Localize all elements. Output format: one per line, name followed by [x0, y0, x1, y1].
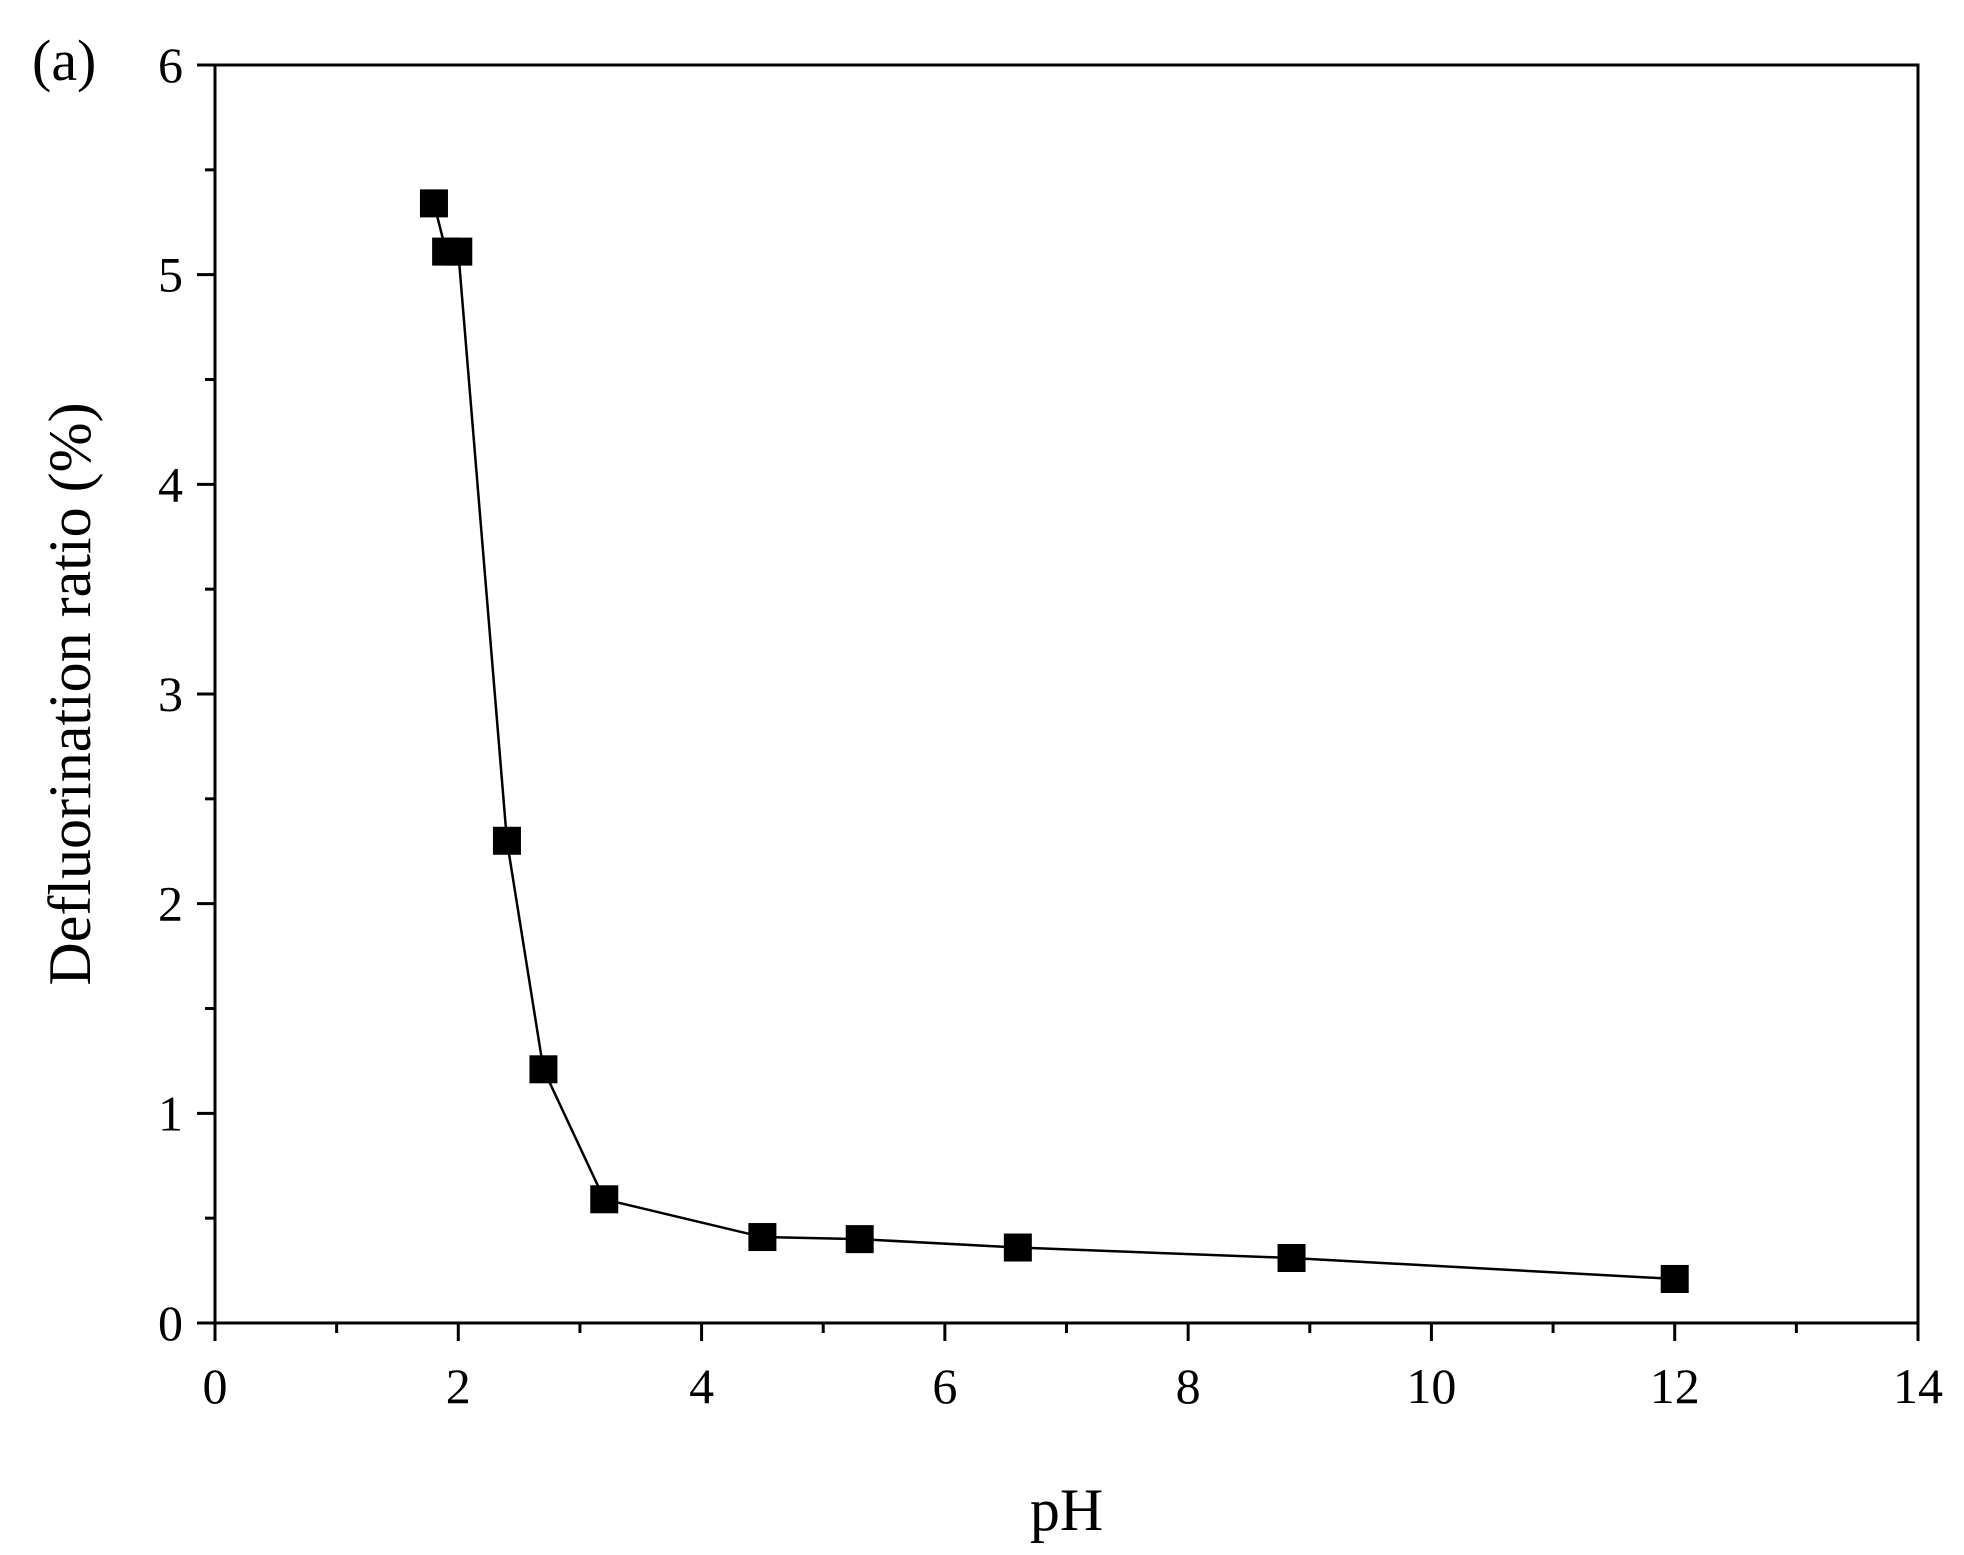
data-series: [419, 189, 1689, 1293]
data-point: [845, 1225, 874, 1254]
x-tick-label: 8: [1176, 1358, 1201, 1414]
y-tick-label: 2: [158, 876, 183, 932]
x-axis-label: pH: [1030, 1477, 1103, 1543]
data-point: [1660, 1264, 1689, 1293]
data-point: [590, 1185, 619, 1214]
y-tick-label: 5: [158, 247, 183, 303]
x-tick-label: 0: [203, 1358, 228, 1414]
y-tick-label: 6: [158, 37, 183, 93]
data-point: [529, 1055, 558, 1084]
x-tick-label: 10: [1406, 1358, 1456, 1414]
data-point: [419, 189, 448, 218]
series-line: [432, 203, 1675, 1281]
data-point: [1277, 1244, 1306, 1273]
data-point: [492, 826, 521, 855]
data-point: [1003, 1233, 1032, 1262]
y-tick-label: 0: [158, 1295, 183, 1351]
y-tick-label: 1: [158, 1085, 183, 1141]
x-tick-label: 2: [446, 1358, 471, 1414]
data-point: [748, 1223, 777, 1252]
panel-label: (a): [32, 28, 96, 93]
data-point: [444, 237, 473, 266]
y-tick-label: 3: [158, 666, 183, 722]
x-tick-label: 4: [689, 1358, 714, 1414]
x-tick-label: 6: [932, 1358, 957, 1414]
x-tick-label: 12: [1650, 1358, 1700, 1414]
y-axis-label: Defluorination ratio (%): [37, 402, 103, 985]
y-tick-label: 4: [158, 456, 183, 512]
x-tick-label: 14: [1893, 1358, 1943, 1414]
plot-frame: [213, 63, 1920, 1325]
axis-ticks: [197, 63, 1920, 1341]
